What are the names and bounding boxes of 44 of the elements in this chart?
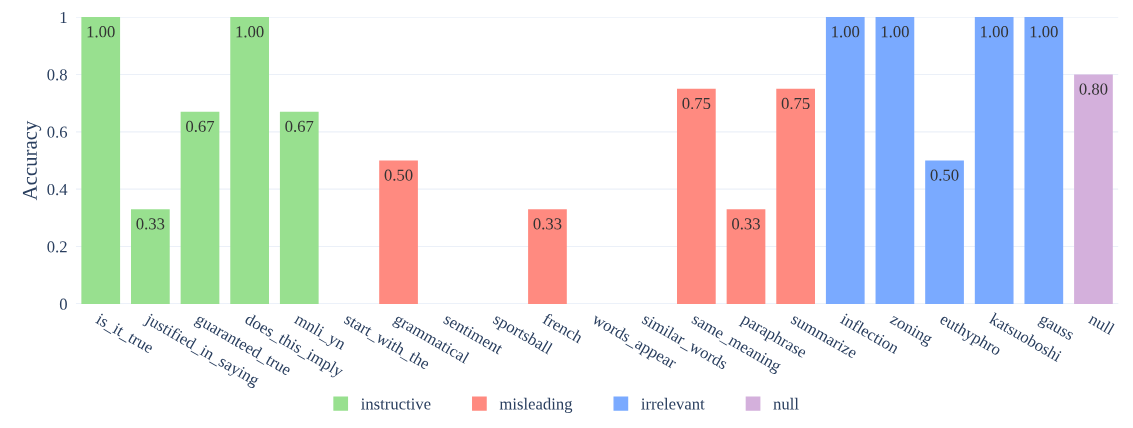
data-label: 0.75 [682,97,711,110]
bar [776,88,815,304]
y-axis-title: Accuracy [22,120,42,201]
bar [1024,17,1064,304]
data-label: 0.67 [186,120,215,133]
data-label: 0.67 [285,120,314,133]
y-tick-label: 0.4 [47,183,68,196]
data-label: 1.00 [1030,26,1058,38]
y-tick-label: 0.6 [47,126,68,138]
bar [925,160,964,304]
legend-label: irrelevant [641,397,705,410]
y-tick-label: 0.2 [47,241,67,253]
bar [726,209,766,304]
data-label: 0.33 [136,218,165,230]
x-tick-label: null [1087,312,1116,336]
data-label: 1.00 [87,26,115,38]
bar [379,160,418,304]
data-label: 0.33 [533,218,562,230]
bar [825,17,865,304]
y-tick-label: 0 [59,298,67,310]
bar [528,209,567,304]
data-label: 0.50 [384,169,413,181]
bar [677,88,716,304]
legend-label: misleading [499,397,573,413]
data-label: 1.00 [981,26,1009,38]
bar [230,17,269,304]
bar [279,111,319,304]
data-label: 0.50 [930,169,959,181]
data-label: 1.00 [881,26,909,38]
bar [875,17,915,304]
data-label: 0.33 [732,218,760,230]
bar [131,209,170,304]
data-label: 1.00 [236,26,264,38]
bar [81,17,121,304]
data-label: 0.80 [1079,83,1108,95]
bar [1074,74,1113,304]
data-label: 0.75 [781,97,810,110]
y-tick-label: 1 [60,11,67,23]
bar [974,17,1014,304]
bar [180,111,220,304]
legend-label: instructive [361,398,431,410]
legend-label: null [773,397,799,410]
data-label: 1.00 [832,26,860,38]
y-tick-label: 0.8 [47,69,67,81]
